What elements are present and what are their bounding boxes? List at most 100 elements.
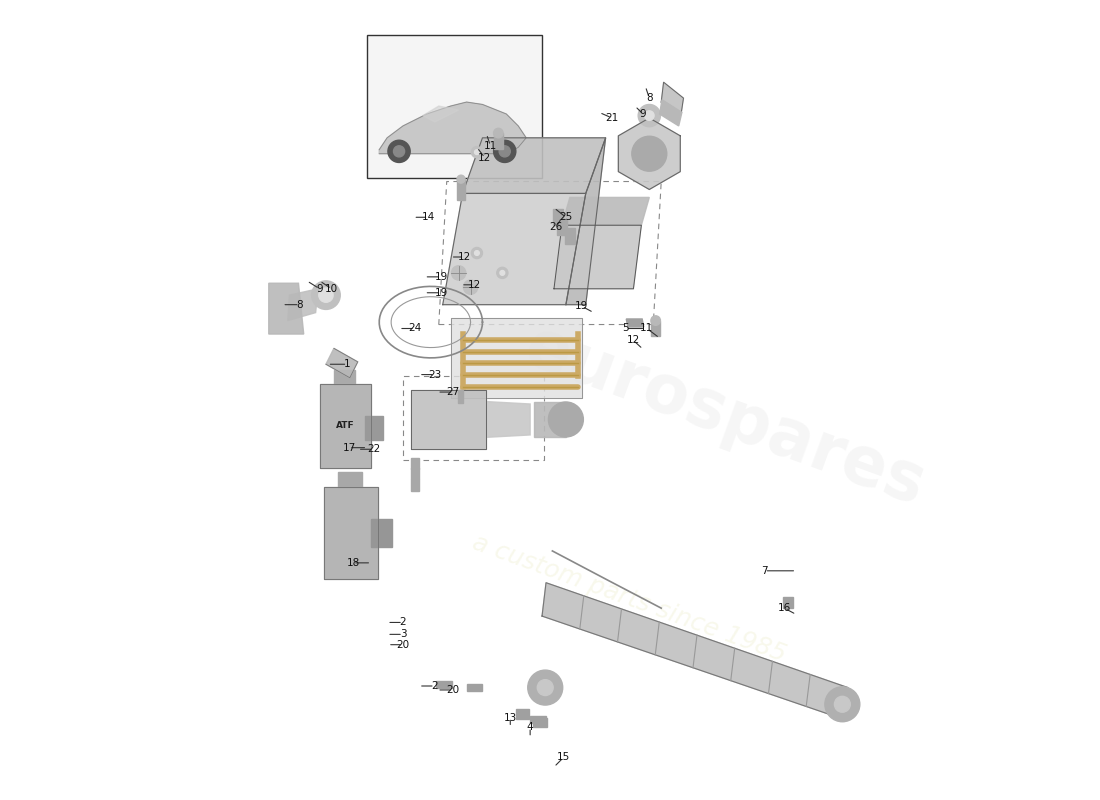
Text: 20: 20 bbox=[447, 685, 460, 695]
Polygon shape bbox=[565, 138, 606, 305]
Text: 15: 15 bbox=[557, 753, 570, 762]
Text: 19: 19 bbox=[434, 288, 448, 298]
Text: 3: 3 bbox=[399, 630, 406, 639]
Polygon shape bbox=[411, 479, 419, 490]
Text: 25: 25 bbox=[559, 212, 572, 222]
Polygon shape bbox=[542, 582, 848, 719]
Polygon shape bbox=[626, 319, 644, 327]
Polygon shape bbox=[494, 133, 503, 149]
Text: 2: 2 bbox=[399, 618, 406, 627]
Polygon shape bbox=[288, 289, 318, 321]
Polygon shape bbox=[562, 198, 649, 226]
Text: 19: 19 bbox=[434, 272, 448, 282]
Polygon shape bbox=[422, 106, 459, 122]
Circle shape bbox=[474, 250, 480, 255]
Text: 19: 19 bbox=[575, 302, 589, 311]
Circle shape bbox=[499, 270, 505, 275]
Polygon shape bbox=[372, 519, 392, 547]
Polygon shape bbox=[326, 348, 358, 378]
Text: ATF: ATF bbox=[337, 422, 354, 430]
Text: 20: 20 bbox=[396, 640, 409, 650]
Circle shape bbox=[319, 288, 333, 302]
Polygon shape bbox=[338, 471, 362, 487]
Polygon shape bbox=[334, 370, 355, 384]
Polygon shape bbox=[411, 390, 486, 450]
Circle shape bbox=[497, 267, 508, 278]
Circle shape bbox=[499, 146, 510, 157]
Text: 5: 5 bbox=[623, 323, 629, 334]
Text: 12: 12 bbox=[478, 153, 492, 162]
Circle shape bbox=[835, 696, 850, 712]
Polygon shape bbox=[486, 402, 530, 438]
Polygon shape bbox=[516, 709, 529, 718]
Polygon shape bbox=[411, 467, 419, 478]
Polygon shape bbox=[365, 416, 383, 440]
Text: 11: 11 bbox=[640, 323, 653, 334]
Text: 1: 1 bbox=[344, 359, 351, 370]
Polygon shape bbox=[451, 318, 582, 398]
Polygon shape bbox=[458, 390, 463, 403]
Polygon shape bbox=[268, 283, 304, 334]
Circle shape bbox=[311, 281, 340, 310]
Text: 2: 2 bbox=[431, 681, 438, 691]
Text: 26: 26 bbox=[550, 222, 563, 232]
Text: 11: 11 bbox=[484, 141, 497, 150]
Text: 8: 8 bbox=[296, 300, 304, 310]
Text: 12: 12 bbox=[627, 335, 640, 346]
Text: 27: 27 bbox=[447, 387, 460, 397]
Circle shape bbox=[494, 140, 516, 162]
Text: 12: 12 bbox=[458, 252, 471, 262]
Polygon shape bbox=[466, 685, 483, 690]
Text: 21: 21 bbox=[605, 113, 618, 123]
Bar bbox=[367, 34, 542, 178]
Polygon shape bbox=[442, 194, 586, 305]
Text: 13: 13 bbox=[504, 713, 517, 722]
Text: 23: 23 bbox=[428, 370, 441, 379]
Polygon shape bbox=[553, 210, 563, 226]
Text: 12: 12 bbox=[468, 280, 481, 290]
Polygon shape bbox=[565, 229, 574, 244]
Circle shape bbox=[474, 150, 480, 154]
Text: 8: 8 bbox=[646, 93, 652, 103]
Circle shape bbox=[638, 105, 660, 126]
Text: 9: 9 bbox=[639, 109, 647, 119]
Text: 16: 16 bbox=[778, 603, 791, 613]
Circle shape bbox=[388, 140, 410, 162]
Polygon shape bbox=[783, 597, 793, 608]
Circle shape bbox=[472, 247, 483, 258]
Text: 17: 17 bbox=[342, 442, 355, 453]
Circle shape bbox=[645, 111, 654, 120]
Text: 14: 14 bbox=[421, 212, 436, 222]
Polygon shape bbox=[323, 487, 377, 578]
Polygon shape bbox=[530, 716, 546, 722]
Polygon shape bbox=[618, 118, 680, 190]
Circle shape bbox=[825, 686, 860, 722]
Text: 18: 18 bbox=[346, 558, 360, 568]
Polygon shape bbox=[535, 402, 565, 437]
Polygon shape bbox=[651, 321, 660, 337]
Text: 22: 22 bbox=[367, 444, 381, 454]
Polygon shape bbox=[320, 384, 372, 467]
Text: eurospares: eurospares bbox=[516, 313, 934, 519]
Circle shape bbox=[463, 280, 477, 294]
Text: 9: 9 bbox=[317, 284, 323, 294]
Circle shape bbox=[394, 146, 405, 157]
Circle shape bbox=[537, 680, 553, 695]
Polygon shape bbox=[379, 102, 526, 154]
Text: 7: 7 bbox=[761, 566, 768, 576]
Polygon shape bbox=[554, 226, 641, 289]
Text: 10: 10 bbox=[324, 284, 338, 294]
Polygon shape bbox=[463, 138, 606, 194]
Circle shape bbox=[631, 136, 667, 171]
Polygon shape bbox=[437, 682, 452, 687]
Text: 24: 24 bbox=[408, 323, 421, 334]
Polygon shape bbox=[458, 179, 465, 200]
Circle shape bbox=[549, 402, 583, 437]
Circle shape bbox=[528, 670, 563, 705]
Circle shape bbox=[494, 128, 503, 138]
Circle shape bbox=[451, 266, 465, 280]
Polygon shape bbox=[660, 100, 682, 126]
Circle shape bbox=[458, 175, 465, 183]
Polygon shape bbox=[534, 718, 547, 727]
Text: 4: 4 bbox=[527, 722, 534, 732]
